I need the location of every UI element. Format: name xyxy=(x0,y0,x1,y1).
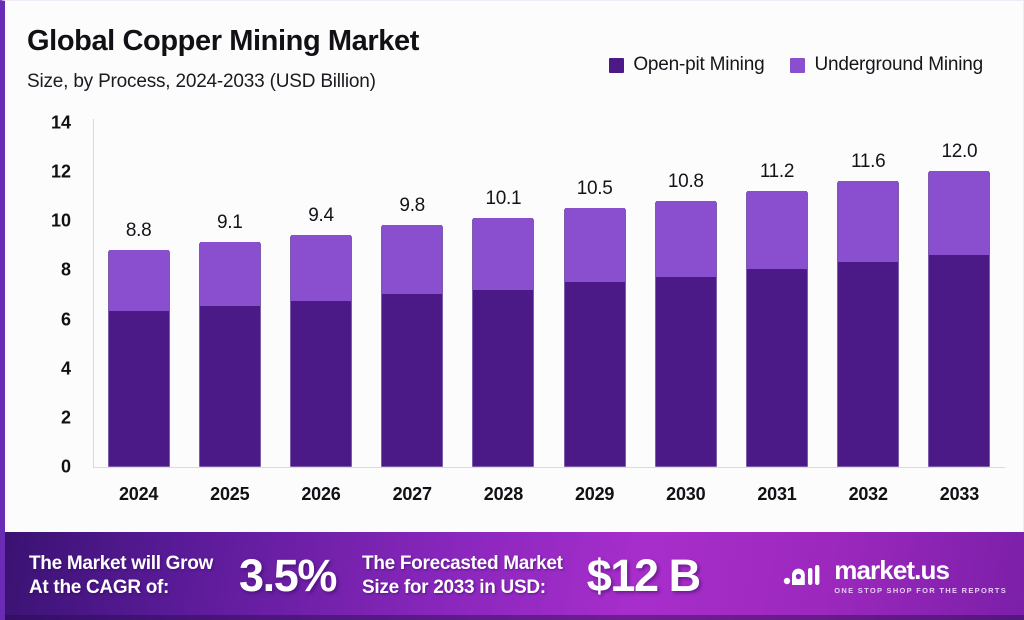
bar-value-label: 11.2 xyxy=(759,160,795,182)
bar-segment-open-pit[interactable] xyxy=(747,269,807,466)
bar-group-2032[interactable]: 11.6 2032 xyxy=(837,123,900,504)
bar-value-label: 10.5 xyxy=(576,178,613,199)
bar-segment-underground[interactable] xyxy=(382,225,443,294)
bar-group-2026[interactable]: 9.4 2026 xyxy=(290,123,352,504)
stacked-bar[interactable] xyxy=(746,190,808,467)
x-axis-tick-label: 2027 xyxy=(392,484,432,504)
bar-segment-underground[interactable] xyxy=(564,208,625,282)
bar-value-label: 8.8 xyxy=(125,219,152,241)
legend-item-2[interactable]: Underground Mining xyxy=(790,54,983,76)
stacked-bar[interactable] xyxy=(563,208,626,467)
bar-segment-underground[interactable] xyxy=(929,171,990,255)
y-axis-tick-label: 14 xyxy=(50,112,71,133)
bar-segment-open-pit[interactable] xyxy=(473,290,534,466)
stacked-bar[interactable] xyxy=(837,180,900,467)
stacked-bar[interactable] xyxy=(381,225,444,467)
bar-segment-open-pit[interactable] xyxy=(564,281,625,466)
bar-segment-open-pit[interactable] xyxy=(382,294,443,466)
bar-group-2030[interactable]: 10.8 2030 xyxy=(654,123,717,504)
bar-segment-open-pit[interactable] xyxy=(929,254,990,466)
bar-segment-underground[interactable] xyxy=(655,200,716,277)
logo-name: market.us xyxy=(834,555,950,585)
forecast-block: The Forecasted Market Size for 2033 in U… xyxy=(362,550,701,602)
chart-header: Global Copper Mining Market Size, by Pro… xyxy=(5,1,1024,101)
bar-segment-underground[interactable] xyxy=(199,242,260,307)
stacked-bar[interactable] xyxy=(472,217,535,467)
stacked-bar[interactable] xyxy=(107,249,170,467)
bar-group-2025[interactable]: 9.1 2025 xyxy=(198,123,261,504)
bar-segment-underground[interactable] xyxy=(108,249,169,312)
chart-plot-area: 0 2 4 6 8 10 12 14 8.8 2024 9.1 2025 9.4 2026 9.8 2027 1… xyxy=(5,1,1024,526)
x-axis-tick-label: 2026 xyxy=(301,484,341,504)
y-axis-tick-label: 10 xyxy=(50,210,71,231)
stats-banner: The Market will Grow At the CAGR of: 3.5… xyxy=(5,532,1024,620)
bar-segment-open-pit[interactable] xyxy=(838,262,899,466)
x-axis-line xyxy=(93,467,1005,468)
bar-group-2031[interactable]: 11.2 2031 xyxy=(746,123,808,504)
market-us-logo-icon xyxy=(783,559,825,593)
x-axis-tick-label: 2031 xyxy=(757,484,797,504)
bar-group-2024[interactable]: 8.8 2024 xyxy=(107,123,170,504)
bar-group-2027[interactable]: 9.8 2027 xyxy=(381,123,444,504)
bar-segment-underground[interactable] xyxy=(747,190,807,270)
y-axis-tick-label: 12 xyxy=(50,161,71,182)
bar-group-2029[interactable]: 10.5 2029 xyxy=(563,123,626,504)
logo-tagline: ONE STOP SHOP FOR THE REPORTS xyxy=(834,586,1007,595)
bar-value-label: 10.1 xyxy=(485,187,522,209)
legend-item-label: Open-pit Mining xyxy=(633,54,765,75)
bar-value-label: 10.8 xyxy=(667,170,704,192)
bar-value-label: 12.0 xyxy=(941,141,978,163)
bar-segment-underground[interactable] xyxy=(838,180,899,263)
x-axis-tick-label: 2033 xyxy=(939,484,980,504)
cagr-caption-line1: The Market will Grow xyxy=(29,553,214,575)
x-axis-tick-label: 2024 xyxy=(118,484,159,504)
legend-item-1[interactable]: Open-pit Mining xyxy=(609,54,765,76)
y-axis-tick-label: 6 xyxy=(60,309,71,330)
legend-item-label: Underground Mining xyxy=(814,54,983,75)
cagr-value: 3.5% xyxy=(239,550,337,601)
y-axis-tick-label: 8 xyxy=(60,259,71,280)
bar-group-2033[interactable]: 12.0 2033 xyxy=(928,123,991,504)
stacked-bar[interactable] xyxy=(290,235,352,467)
page-title: Global Copper Mining Market xyxy=(27,25,419,57)
bar-value-label: 9.8 xyxy=(399,195,425,217)
bar-segment-open-pit[interactable] xyxy=(108,311,169,466)
bar-group-2028[interactable]: 10.1 2028 xyxy=(472,123,535,504)
y-axis-tick-label: 4 xyxy=(60,358,71,379)
legend-swatch-icon xyxy=(790,57,806,73)
x-axis-tick-label: 2029 xyxy=(574,484,615,504)
forecast-value: $12 B xyxy=(586,550,701,601)
cagr-caption-line2: At the CAGR of: xyxy=(29,577,170,598)
forecast-caption-line2: Size for 2033 in USD: xyxy=(362,577,546,598)
bar-segment-open-pit[interactable] xyxy=(655,276,716,466)
y-axis-line xyxy=(93,119,94,468)
bar-segment-underground[interactable] xyxy=(291,235,351,302)
x-axis-tick-label: 2028 xyxy=(483,484,524,504)
y-axis-tick-label: 0 xyxy=(60,456,71,477)
cagr-block: The Market will Grow At the CAGR of: 3.5… xyxy=(29,550,337,602)
forecast-caption-line1: The Forecasted Market xyxy=(362,553,563,575)
bar-value-label: 9.4 xyxy=(308,205,334,227)
chart-legend: Open-pit Mining Underground Mining xyxy=(609,54,983,76)
cagr-caption: The Market will Grow At the CAGR of: xyxy=(29,552,213,600)
stacked-bar[interactable] xyxy=(654,200,717,467)
x-axis-tick-label: 2030 xyxy=(666,484,706,504)
market-us-logo[interactable]: market.us ONE STOP SHOP FOR THE REPORTS xyxy=(783,557,1007,595)
y-axis-tick-label: 2 xyxy=(60,407,71,428)
x-axis-tick-label: 2025 xyxy=(210,484,250,504)
legend-swatch-icon xyxy=(609,57,625,73)
forecast-caption: The Forecasted Market Size for 2033 in U… xyxy=(362,552,563,600)
bar-segment-open-pit[interactable] xyxy=(291,301,351,466)
stacked-bar[interactable] xyxy=(198,242,261,467)
x-axis-tick-label: 2032 xyxy=(848,484,888,504)
market-us-logo-text: market.us ONE STOP SHOP FOR THE REPORTS xyxy=(834,557,1007,595)
chart-subtitle: Size, by Process, 2024-2033 (USD Billion… xyxy=(27,71,376,92)
bar-value-label: 9.1 xyxy=(217,212,243,234)
bar-segment-open-pit[interactable] xyxy=(199,306,260,466)
bar-segment-underground[interactable] xyxy=(473,217,534,291)
stacked-bar[interactable] xyxy=(928,171,991,467)
bar-value-label: 11.6 xyxy=(851,150,886,172)
